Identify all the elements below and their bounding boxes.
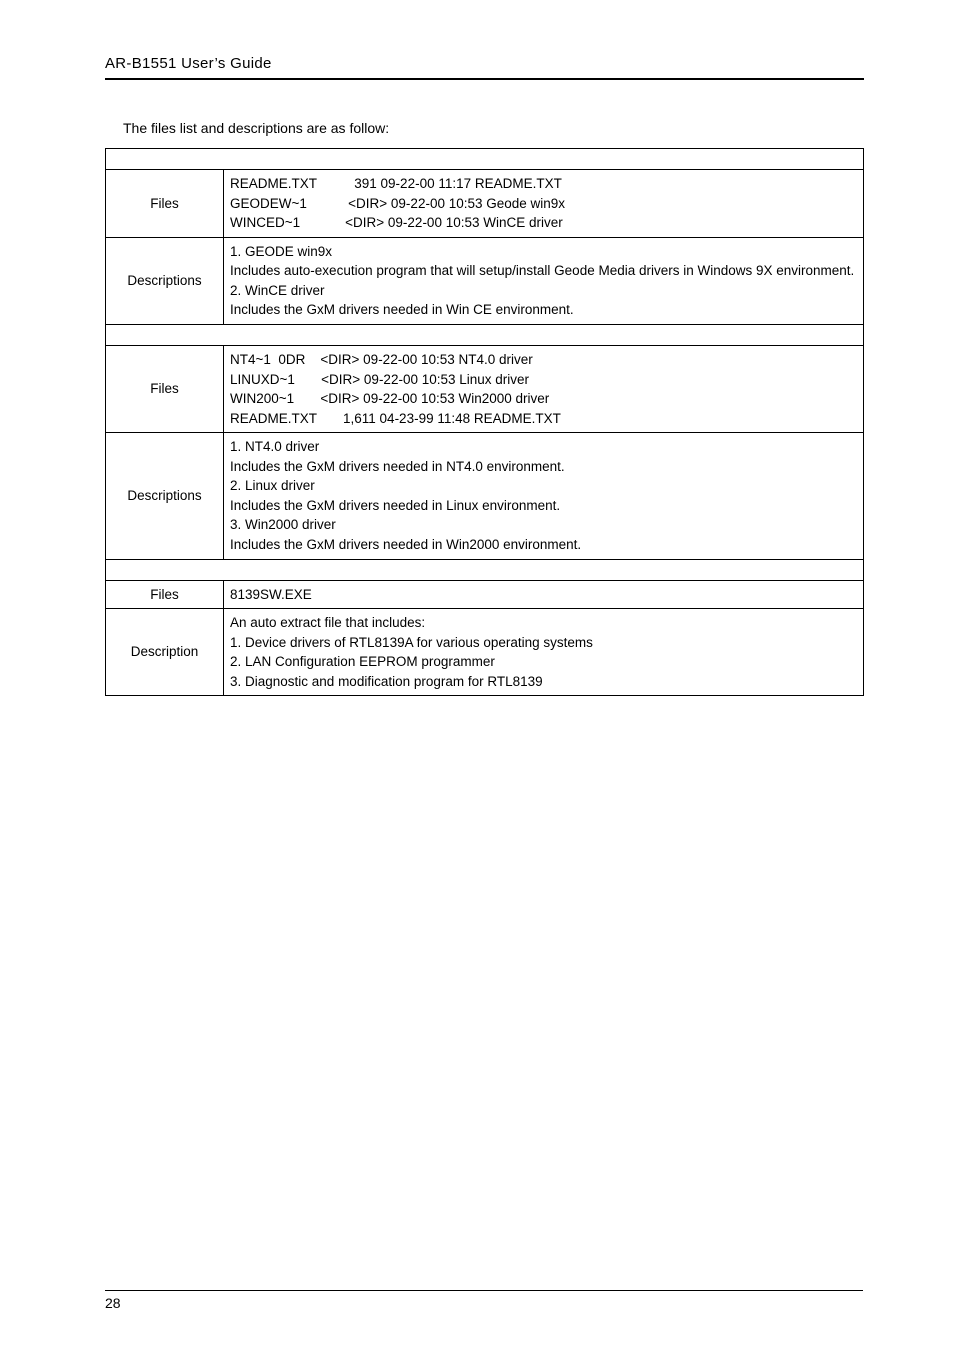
desc-line: Includes auto-execution program that wil… bbox=[230, 261, 857, 281]
file-descriptions-table: Files README.TXT 391 09-22-00 11:17 READ… bbox=[105, 148, 864, 696]
files-label-2: Files bbox=[106, 345, 224, 432]
files-listing-2: NT4~1 0DR <DIR> 09-22-00 10:53 NT4.0 dri… bbox=[224, 345, 864, 432]
desc-content-1: 1. GEODE win9x Includes auto-execution p… bbox=[224, 237, 864, 324]
desc-line: 2. Linux driver bbox=[230, 476, 857, 496]
desc-line: Includes the GxM drivers needed in Linux… bbox=[230, 496, 857, 516]
desc-label-3: Description bbox=[106, 609, 224, 696]
desc-line: 1. GEODE win9x bbox=[230, 242, 857, 262]
files-label-3: Files bbox=[106, 580, 224, 609]
desc-line: 1. NT4.0 driver bbox=[230, 437, 857, 457]
page-header: AR-B1551 User’s Guide bbox=[105, 55, 864, 80]
desc-line: Includes the GxM drivers needed in NT4.0… bbox=[230, 457, 857, 477]
file-row: README.TXT 1,611 04-23-99 11:48 README.T… bbox=[230, 409, 857, 429]
spacer bbox=[106, 149, 864, 170]
files-label-1: Files bbox=[106, 170, 224, 238]
desc-content-2: 1. NT4.0 driver Includes the GxM drivers… bbox=[224, 433, 864, 559]
spacer bbox=[106, 324, 864, 345]
desc-line: Includes the GxM drivers needed in Win20… bbox=[230, 535, 857, 555]
spacer bbox=[106, 559, 864, 580]
intro-text: The files list and descriptions are as f… bbox=[123, 120, 864, 136]
file-row: GEODEW~1 <DIR> 09-22-00 10:53 Geode win9… bbox=[230, 194, 857, 214]
file-row: WINCED~1 <DIR> 09-22-00 10:53 WinCE driv… bbox=[230, 213, 857, 233]
desc-line: 1. Device drivers of RTL8139A for variou… bbox=[230, 633, 857, 653]
file-row: WIN200~1 <DIR> 09-22-00 10:53 Win2000 dr… bbox=[230, 389, 857, 409]
desc-line: 3. Diagnostic and modification program f… bbox=[230, 672, 857, 692]
desc-line: 3. Win2000 driver bbox=[230, 515, 857, 535]
page-number: 28 bbox=[105, 1290, 863, 1311]
desc-label-2: Descriptions bbox=[106, 433, 224, 559]
file-row: README.TXT 391 09-22-00 11:17 README.TXT bbox=[230, 174, 857, 194]
desc-line: Includes the GxM drivers needed in Win C… bbox=[230, 300, 857, 320]
files-listing-3: 8139SW.EXE bbox=[224, 580, 864, 609]
desc-content-3: An auto extract file that includes: 1. D… bbox=[224, 609, 864, 696]
desc-line: An auto extract file that includes: bbox=[230, 613, 857, 633]
desc-label-1: Descriptions bbox=[106, 237, 224, 324]
file-row: NT4~1 0DR <DIR> 09-22-00 10:53 NT4.0 dri… bbox=[230, 350, 857, 370]
desc-line: 2. LAN Configuration EEPROM programmer bbox=[230, 652, 857, 672]
file-row: LINUXD~1 <DIR> 09-22-00 10:53 Linux driv… bbox=[230, 370, 857, 390]
desc-line: 2. WinCE driver bbox=[230, 281, 857, 301]
files-listing-1: README.TXT 391 09-22-00 11:17 README.TXT… bbox=[224, 170, 864, 238]
